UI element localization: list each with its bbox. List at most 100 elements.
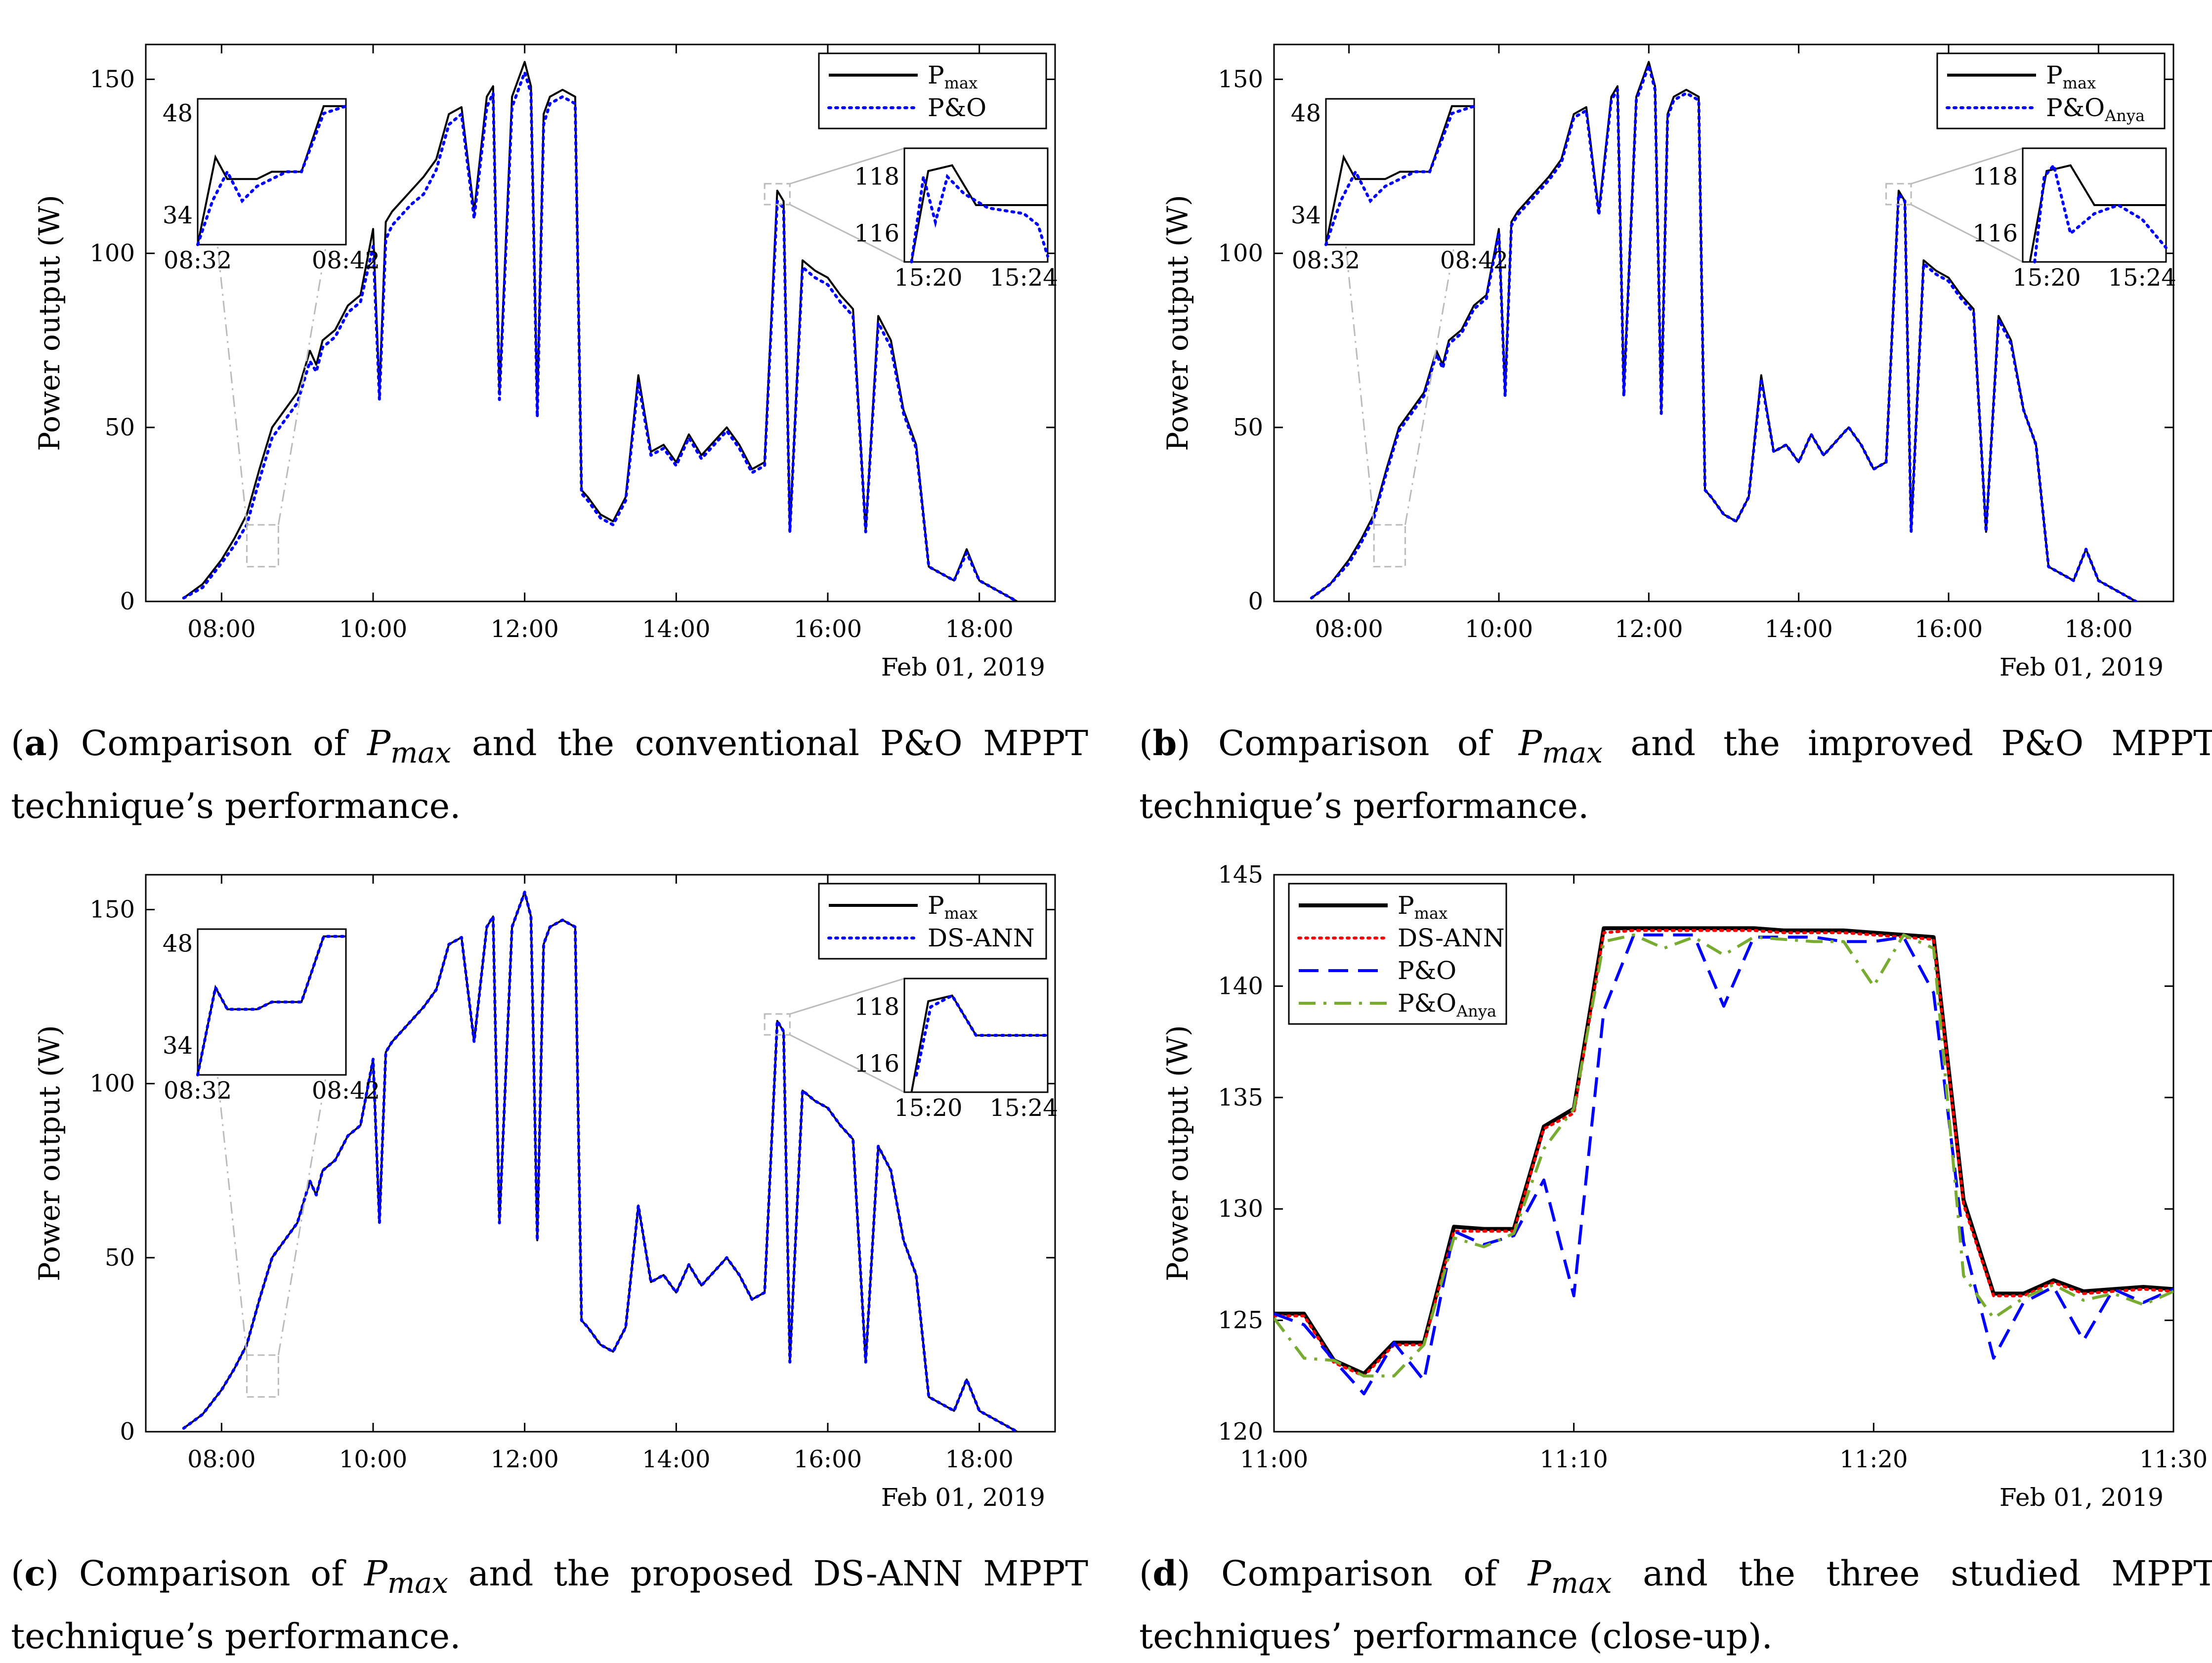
zoom-region-right — [1885, 183, 1912, 206]
x-tick-label: 08:00 — [187, 1446, 255, 1473]
series-line-P&O — [1274, 933, 2173, 1396]
caption-c: (c) Comparison of Pmax and the proposed … — [11, 1553, 1088, 1657]
caption-c-pre: Comparison of — [59, 1553, 364, 1594]
series-line-DS-ANN — [182, 891, 1019, 1432]
inset-left: 34 08:32 48 08:42 — [163, 928, 380, 1105]
series-line-P&O_Anya — [1274, 933, 2173, 1378]
x-tick-label: 16:00 — [1914, 615, 1983, 643]
x-tick-label: 11:30 — [2139, 1446, 2208, 1473]
legend-label: P&O — [928, 93, 986, 122]
legend-label: DS-ANN — [928, 924, 1035, 952]
inset-series-line — [910, 994, 1048, 1093]
x-tick-label: 16:00 — [794, 1446, 862, 1473]
legend-label-main: DS-ANN — [1398, 924, 1505, 952]
caption-b-mathsub: max — [1542, 736, 1603, 769]
inset-x-tick-label: 15:24 — [990, 1094, 1058, 1122]
zoom-connector — [789, 978, 905, 1015]
caption-a-pre: Comparison of — [60, 723, 368, 764]
legend-label: P&OAnya — [1398, 989, 1496, 1021]
inset-x-tick-label: 08:32 — [164, 247, 232, 274]
inset-right: 116 15:20 118 15:24 — [1972, 147, 2176, 292]
panel-a: 0 50 100 150 08:00 10:00 12:00 14:00 16:00 18:00 F… — [33, 43, 1058, 682]
zoom-region-left — [246, 1354, 279, 1398]
y-axis-label: Power output (W) — [1161, 1025, 1194, 1281]
caption-b-tag: b — [1152, 723, 1177, 764]
legend-label: Pmax — [928, 891, 978, 923]
zoom-connector — [1911, 147, 2023, 185]
inset-x-tick-label: 15:20 — [894, 1094, 962, 1122]
inset-y-tick-label: 118 — [854, 993, 899, 1021]
y-tick-label: 0 — [120, 588, 135, 615]
legend-label-main: P&O — [928, 93, 986, 122]
legend-label-main: DS-ANN — [928, 924, 1035, 952]
x-tick-label: 08:00 — [1315, 615, 1383, 643]
x-tick-label: 11:20 — [1839, 1446, 1908, 1473]
caption-a: (a) Comparison of Pmax and the conventio… — [11, 723, 1088, 826]
date-label: Feb 01, 2019 — [881, 653, 1045, 682]
caption-a-mathsub: max — [390, 736, 452, 769]
x-tick-label: 12:00 — [1615, 615, 1683, 643]
zoom-connector — [789, 204, 905, 263]
caption-d-post: and the three studied MPPT techniques’ p… — [1139, 1553, 2212, 1657]
caption-a-math: P — [367, 723, 391, 764]
y-tick-label: 140 — [1218, 972, 1263, 1000]
inset-x-tick-label: 15:24 — [990, 264, 1058, 292]
y-tick-label: 135 — [1218, 1084, 1263, 1111]
date-label: Feb 01, 2019 — [1999, 653, 2164, 682]
inset-y-tick-label: 116 — [854, 220, 899, 248]
x-tick-label: 10:00 — [339, 1446, 407, 1473]
inset-series-line — [196, 935, 347, 1076]
panel-c: 0 50 100 150 08:00 10:00 12:00 14:00 16:00 18:00 F… — [33, 874, 1058, 1512]
zoom-region-right — [764, 1013, 791, 1036]
caption-d-pre: Comparison of — [1190, 1553, 1528, 1594]
legend-label-sub: Anya — [1456, 1002, 1496, 1021]
caption-b-math: P — [1519, 723, 1542, 764]
zoom-connector — [789, 1034, 905, 1093]
inset-x-tick-label: 08:32 — [164, 1077, 232, 1105]
legend-label-main: P&O — [1398, 989, 1456, 1018]
x-tick-label: 16:00 — [794, 615, 862, 643]
inset-x-tick-label: 08:42 — [312, 247, 380, 274]
inset-left: 34 08:32 48 08:42 — [1291, 98, 1508, 274]
zoom-connector — [789, 147, 905, 185]
series-line-P&O_Anya — [1310, 64, 2138, 601]
y-tick-label: 0 — [1248, 588, 1263, 615]
inset-y-tick-label: 116 — [854, 1050, 899, 1078]
inset-series-line — [1324, 104, 1476, 246]
y-axis-label: Power output (W) — [1161, 195, 1194, 451]
inset-y-tick-label: 118 — [854, 163, 899, 191]
inset-x-tick-label: 08:32 — [1292, 247, 1360, 274]
y-tick-label: 125 — [1218, 1307, 1263, 1334]
x-tick-label: 18:00 — [945, 615, 1014, 643]
caption-c-tag: c — [24, 1553, 45, 1594]
inset-series-line — [2033, 162, 2168, 263]
caption-b-post: and the improved P&O MPPT technique’s pe… — [1139, 723, 2212, 826]
inset-x-tick-label: 15:24 — [2108, 264, 2176, 292]
x-tick-label: 14:00 — [642, 615, 710, 643]
zoom-region-right — [764, 183, 791, 206]
legend-label-main: P — [1398, 891, 1414, 920]
inset-x-tick-label: 15:20 — [894, 264, 962, 292]
panel-d: 120 125 130 135 140 145 11:00 11:10 11:20 11:30 Fe… — [1161, 861, 2208, 1512]
y-tick-label: 145 — [1218, 861, 1263, 889]
legend-label: Pmax — [1398, 891, 1447, 923]
y-tick-label: 50 — [105, 1244, 135, 1272]
legend-label: Pmax — [928, 61, 978, 92]
inset-x-tick-label: 08:42 — [312, 1077, 380, 1105]
legend-label-sub: max — [1414, 904, 1447, 923]
inset-x-tick-label: 08:42 — [1440, 247, 1508, 274]
caption-c-math: P — [364, 1553, 388, 1594]
caption-c-mathsub: max — [387, 1566, 448, 1600]
x-tick-label: 10:00 — [339, 615, 407, 643]
inset-right: 116 15:20 118 15:24 — [854, 147, 1058, 292]
y-tick-label: 150 — [89, 65, 135, 93]
legend-label: P&O — [1398, 956, 1456, 985]
inset-y-tick-label: 48 — [1291, 100, 1321, 128]
x-tick-label: 18:00 — [945, 1446, 1014, 1473]
y-tick-label: 130 — [1218, 1195, 1263, 1223]
y-tick-label: 100 — [1218, 240, 1263, 267]
inset-y-tick-label: 118 — [1972, 163, 2018, 191]
inset-series-line — [910, 164, 1048, 262]
x-tick-label: 18:00 — [2064, 615, 2132, 643]
